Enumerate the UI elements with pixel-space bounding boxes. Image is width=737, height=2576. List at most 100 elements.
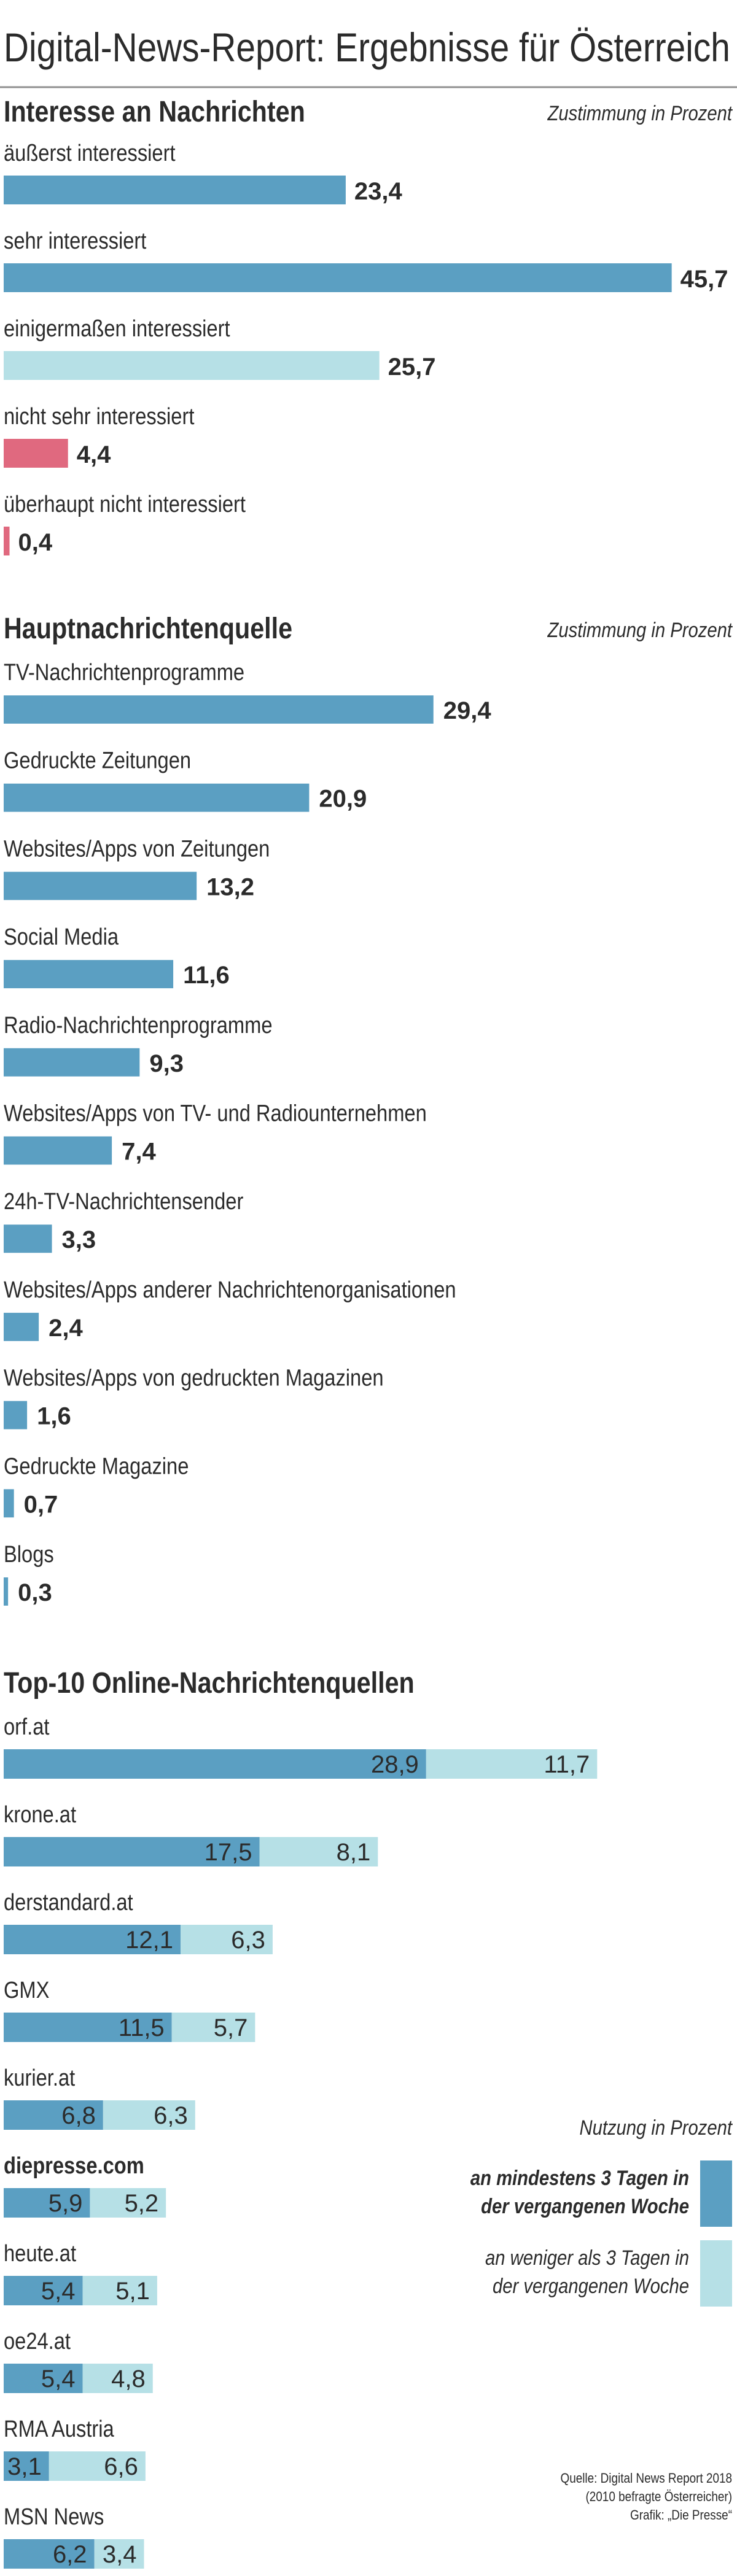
data-label: 13,2 <box>206 873 254 900</box>
bar-series-1 <box>4 2364 83 2393</box>
category-label: Gedruckte Zeitungen <box>4 747 191 773</box>
category-label: MSN News <box>4 2504 104 2530</box>
bar-series-1 <box>4 1925 181 1954</box>
data-label: 8,1 <box>337 1839 371 1866</box>
data-label: 45,7 <box>680 266 728 293</box>
source-note: (2010 befragte Österreicher) <box>585 2489 732 2505</box>
category-label: einigermaßen interessiert <box>4 315 230 342</box>
data-label: 6,3 <box>154 2102 188 2129</box>
legend-label: an weniger als 3 Tagen in <box>485 2246 689 2270</box>
data-label: 0,4 <box>18 529 53 556</box>
bar-series-2 <box>90 2188 166 2218</box>
bar <box>4 695 434 724</box>
legend-label: an mindestens 3 Tagen in <box>470 2166 689 2190</box>
bar <box>4 351 380 380</box>
bar-series-2 <box>82 2364 153 2393</box>
bar-series-1 <box>4 1749 426 1779</box>
data-label: 11,5 <box>119 2014 165 2041</box>
bar <box>4 439 68 468</box>
bar <box>4 1312 39 1341</box>
category-label: kurier.at <box>4 2065 75 2091</box>
category-label: Gedruckte Magazine <box>4 1453 189 1479</box>
panel1-title: Interesse an Nachrichten <box>4 95 305 128</box>
data-label: 6,2 <box>53 2541 87 2568</box>
legend-label: der vergangenen Woche <box>493 2274 689 2298</box>
data-label: 25,7 <box>388 354 436 381</box>
data-label: 12,1 <box>125 1927 173 1954</box>
data-label: 23,4 <box>354 178 403 205</box>
bar <box>4 263 672 292</box>
bar <box>4 783 310 812</box>
category-label: krone.at <box>4 1801 76 1828</box>
data-label: 17,5 <box>205 1839 252 1866</box>
category-label: überhaupt nicht interessiert <box>4 491 246 517</box>
bar <box>4 1048 140 1077</box>
data-label: 6,6 <box>104 2453 138 2480</box>
bar-series-2 <box>259 1837 378 1866</box>
category-label: Websites/Apps von TV- und Radiounternehm… <box>4 1100 427 1126</box>
data-label: 0,7 <box>24 1491 58 1518</box>
data-label: 29,4 <box>443 697 492 724</box>
legend-swatch <box>700 2240 732 2307</box>
category-label: 24h-TV-Nachrichtensender <box>4 1188 244 1215</box>
bar-series-2 <box>49 2451 146 2481</box>
bar-series-1 <box>4 2276 83 2305</box>
data-label: 1,6 <box>37 1403 71 1430</box>
bar-series-2 <box>171 2013 255 2042</box>
panel2-title: Hauptnachrichtenquelle <box>4 612 292 645</box>
data-label: 3,3 <box>62 1226 96 1253</box>
bar <box>4 960 174 989</box>
bar-series-1 <box>4 2013 172 2042</box>
data-label: 5,4 <box>41 2278 76 2305</box>
category-label: GMX <box>4 1977 49 2003</box>
bar <box>4 527 10 555</box>
data-label: 4,4 <box>77 441 111 468</box>
data-label: 3,1 <box>7 2453 42 2480</box>
bar-series-2 <box>180 1925 273 1954</box>
data-label: 5,1 <box>115 2278 150 2305</box>
data-label: 3,4 <box>103 2541 137 2568</box>
data-label: 28,9 <box>371 1751 419 1778</box>
category-label: heute.at <box>4 2240 76 2267</box>
category-label: oe24.at <box>4 2328 71 2354</box>
data-label: 5,7 <box>214 2014 248 2041</box>
bar-series-1 <box>4 2188 90 2218</box>
bar-series-1 <box>4 2451 49 2481</box>
legend-swatch <box>700 2160 732 2227</box>
data-label: 20,9 <box>319 786 367 813</box>
data-label: 11,7 <box>544 1751 590 1778</box>
category-label: nicht sehr interessiert <box>4 403 195 430</box>
data-label: 7,4 <box>122 1139 156 1166</box>
legend-unit-note: Nutzung in Prozent <box>579 2116 733 2140</box>
panel2-unit-note: Zustimmung in Prozent <box>547 618 733 642</box>
bar <box>4 1401 28 1429</box>
data-label: 5,2 <box>125 2190 159 2217</box>
category-label: orf.at <box>4 1714 50 1740</box>
bar <box>4 176 346 204</box>
bar-series-2 <box>426 1749 598 1779</box>
category-label: Radio-Nachrichtenprogramme <box>4 1011 273 1038</box>
source-note: Grafik: „Die Presse“ <box>630 2508 732 2523</box>
category-label: sehr interessiert <box>4 228 147 254</box>
panel3-title: Top-10 Online-Nachrichtenquellen <box>4 1666 415 1700</box>
page-title: Digital-News-Report: Ergebnisse für Öste… <box>4 25 730 71</box>
category-label: Websites/Apps von gedruckten Magazinen <box>4 1364 384 1391</box>
category-label: TV-Nachrichtenprogramme <box>4 659 244 686</box>
panel1-unit-note: Zustimmung in Prozent <box>547 101 733 125</box>
category-label: Blogs <box>4 1541 54 1568</box>
bar-series-2 <box>82 2276 157 2305</box>
category-label: diepresse.com <box>4 2152 144 2179</box>
bar <box>4 872 197 900</box>
data-label: 9,3 <box>149 1050 184 1077</box>
source-note: Quelle: Digital News Report 2018 <box>560 2471 732 2486</box>
category-label: Social Media <box>4 924 119 950</box>
bar-series-1 <box>4 2539 95 2569</box>
bar-series-2 <box>94 2539 144 2569</box>
category-label: Websites/Apps anderer Nachrichtenorganis… <box>4 1277 456 1303</box>
bar-series-2 <box>103 2100 195 2130</box>
data-label: 11,6 <box>183 962 230 989</box>
bar <box>4 1136 112 1165</box>
bar-series-1 <box>4 2100 103 2130</box>
data-label: 4,8 <box>111 2365 146 2392</box>
